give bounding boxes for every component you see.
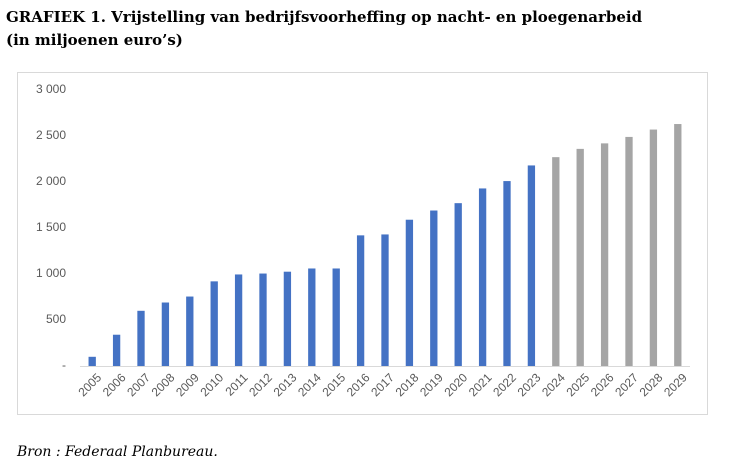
bar	[308, 268, 316, 366]
x-tick-label: 2009	[173, 370, 202, 399]
x-tick-label: 2022	[490, 370, 519, 399]
x-tick-label: 2012	[246, 370, 275, 399]
x-tick-label: 2008	[149, 370, 178, 399]
y-tick-label: 2 500	[36, 128, 66, 142]
y-tick-label: 3 000	[36, 82, 66, 96]
chart-title: GRAFIEK 1. Vrijstelling van bedrijfsvoor…	[6, 8, 643, 26]
x-tick-label: 2027	[612, 370, 641, 399]
bar	[674, 124, 682, 366]
x-tick-label: 2013	[271, 370, 300, 399]
bar	[576, 148, 584, 366]
y-tick-label: 1 500	[36, 220, 66, 234]
bar	[381, 234, 389, 366]
bar	[234, 274, 243, 366]
x-tick-label: 2029	[661, 370, 690, 399]
x-tick-label: 2017	[368, 370, 397, 399]
x-tick-label: 2025	[563, 370, 592, 399]
bar	[137, 310, 145, 366]
chart-frame	[17, 72, 708, 415]
bar	[430, 210, 438, 366]
bar	[454, 203, 462, 366]
x-tick-label: 2018	[393, 370, 422, 399]
bar	[503, 181, 511, 366]
bar	[283, 271, 292, 366]
bar	[527, 165, 536, 366]
y-tick-label: 500	[46, 312, 66, 326]
chart-subtitle: (in miljoenen euro’s)	[6, 31, 183, 49]
x-tick-label: 2014	[295, 370, 324, 399]
y-tick-label: 1 000	[36, 266, 66, 280]
bar	[625, 136, 633, 366]
x-tick-label: 2024	[539, 370, 568, 399]
bar	[332, 268, 340, 366]
bar	[210, 281, 218, 366]
bar	[356, 235, 365, 366]
y-tick-label: -	[62, 358, 66, 372]
source-note: Bron : Federaal Planbureau.	[16, 444, 218, 460]
x-tick-label: 2028	[637, 370, 666, 399]
x-tick-label: 2006	[100, 370, 129, 399]
x-tick-label: 2016	[344, 370, 373, 399]
y-tick-label: 2 000	[36, 174, 66, 188]
bar	[600, 143, 609, 366]
x-tick-label: 2026	[588, 370, 617, 399]
x-tick-label: 2019	[417, 370, 446, 399]
bar	[88, 356, 96, 366]
bar	[161, 302, 170, 366]
bar	[186, 296, 194, 366]
x-tick-label: 2005	[75, 370, 104, 399]
bar	[259, 273, 267, 366]
x-tick-label: 2020	[441, 370, 470, 399]
bar	[405, 219, 414, 366]
bar	[649, 129, 658, 366]
x-tick-label: 2007	[124, 370, 153, 399]
x-tick-label: 2023	[515, 370, 544, 399]
x-tick-label: 2010	[197, 370, 226, 399]
bar	[552, 157, 560, 366]
x-tick-label: 2011	[222, 370, 250, 398]
bar	[112, 334, 121, 366]
x-tick-label: 2021	[466, 370, 495, 399]
x-tick-label: 2015	[319, 370, 348, 399]
bar	[478, 188, 487, 366]
